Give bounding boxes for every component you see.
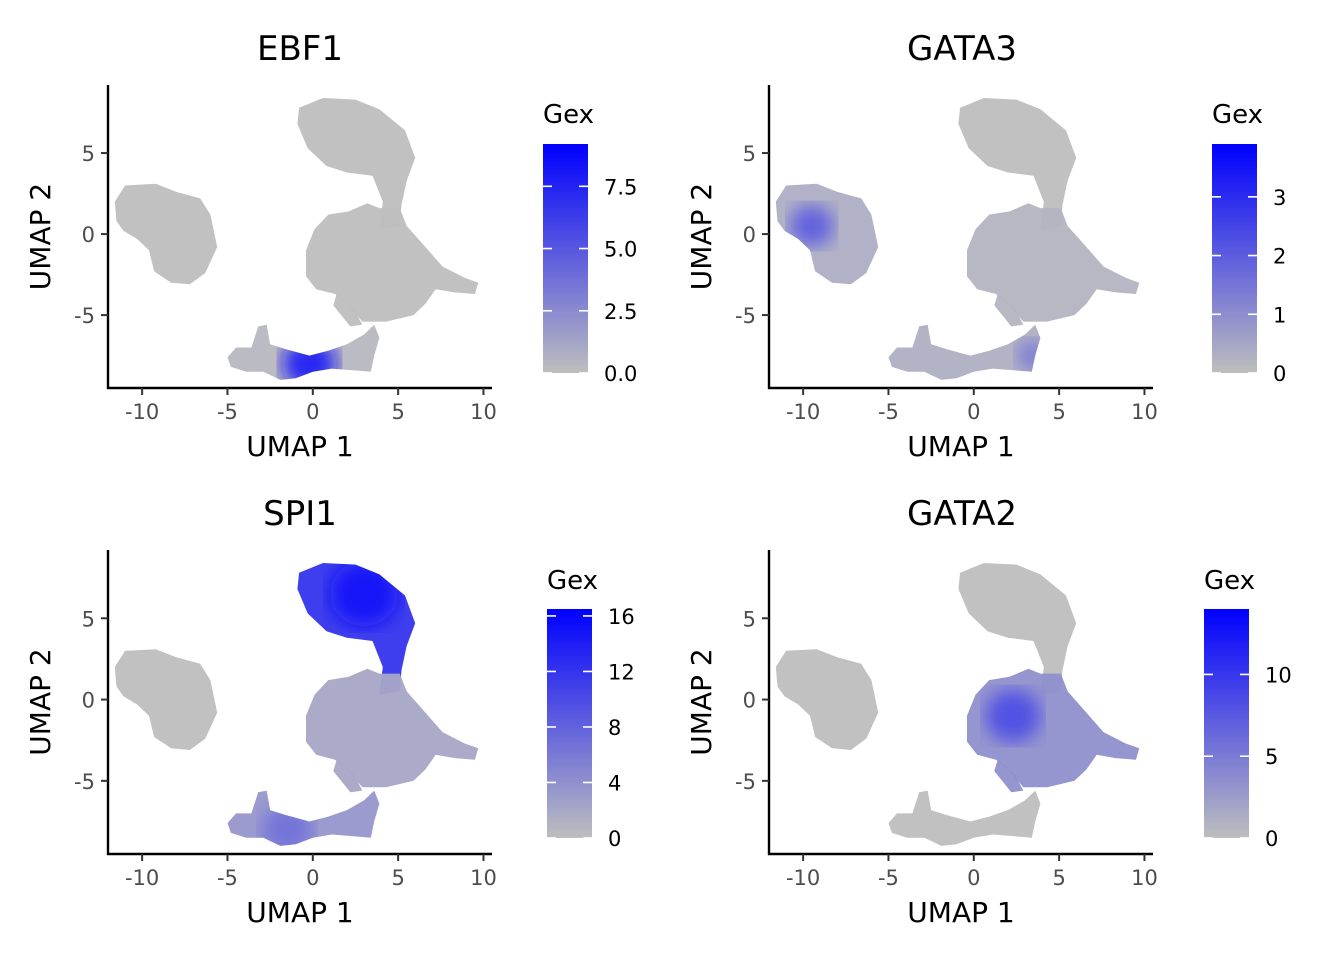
x-tick-label: -5 <box>217 400 238 424</box>
expression-hotspot-top <box>329 563 399 627</box>
x-tick-label: 0 <box>306 400 319 424</box>
color-legend: Gex 0 1 2 3 <box>1212 100 1286 386</box>
legend-tick-label: 3 <box>1273 186 1286 210</box>
y-tick-label: -5 <box>735 304 756 328</box>
x-tick-label: 10 <box>470 400 497 424</box>
feature-panel-gata3: -10 -5 0 5 10 -5 0 5 GATA3 UMAP 1 UMAP 2 Gex 0 1 2 3 <box>685 29 1286 463</box>
x-tick-label: 10 <box>1131 400 1158 424</box>
y-tick-label: 5 <box>82 142 95 166</box>
x-tick-label: -10 <box>786 866 820 890</box>
feature-panel-ebf1: -10 -5 0 5 10 -5 0 5 EBF1 UMAP 1 UMAP 2 Gex 0.0 2.5 5.… <box>24 29 637 463</box>
x-axis-title: UMAP 1 <box>246 896 353 929</box>
panel-title: EBF1 <box>257 29 343 69</box>
legend-tick-label: 16 <box>608 605 635 629</box>
cell-cluster-left <box>114 183 218 285</box>
legend-title: Gex <box>543 100 594 130</box>
x-tick-label: 10 <box>1131 866 1158 890</box>
x-tick-label: 5 <box>391 866 404 890</box>
x-tick-label: -10 <box>786 400 820 424</box>
feature-panel-gata2: -10 -5 0 5 10 -5 0 5 GATA2 UMAP 1 UMAP 2 Gex 0 5 10 <box>685 494 1292 929</box>
legend-tick-label: 1 <box>1273 303 1286 327</box>
legend-title: Gex <box>1204 566 1255 596</box>
cell-cluster-bottom <box>888 324 1041 380</box>
y-tick-label: 0 <box>743 223 756 247</box>
legend-tick-label: 2.5 <box>604 300 637 324</box>
cell-cluster-top <box>958 98 1077 230</box>
x-tick-label: -10 <box>125 866 159 890</box>
cell-cluster-bottom <box>888 790 1041 846</box>
x-tick-label: 0 <box>306 866 319 890</box>
y-tick-label: -5 <box>735 770 756 794</box>
x-tick-label: 5 <box>1052 400 1065 424</box>
y-tick-label: 0 <box>82 223 95 247</box>
legend-tick-label: 10 <box>1265 663 1292 687</box>
x-tick-label: 5 <box>391 400 404 424</box>
panel-title: GATA2 <box>907 494 1017 534</box>
color-legend: Gex 0 4 8 12 16 <box>547 566 635 851</box>
legend-color-bar <box>1212 144 1257 373</box>
legend-tick-label: 12 <box>608 660 635 684</box>
legend-tick-label: 5 <box>1265 745 1278 769</box>
x-axis-title: UMAP 1 <box>907 430 1014 463</box>
y-tick-label: 5 <box>82 607 95 631</box>
y-tick-label: 5 <box>743 142 756 166</box>
cell-cluster-top <box>958 563 1077 695</box>
x-tick-label: 10 <box>470 866 497 890</box>
cell-cluster-center-1 <box>333 759 363 793</box>
expression-hotspot-bottom <box>1016 339 1041 372</box>
expression-hotspot-left <box>789 204 834 248</box>
legend-color-bar <box>547 609 592 838</box>
legend-tick-label: 0.0 <box>604 362 637 386</box>
x-axis-title: UMAP 1 <box>246 430 353 463</box>
x-tick-label: -10 <box>125 400 159 424</box>
y-axis-title: UMAP 2 <box>685 183 718 290</box>
cell-cluster-top <box>297 98 416 230</box>
legend-title: Gex <box>547 566 598 596</box>
cell-cluster-left <box>775 649 879 750</box>
y-axis-title: UMAP 2 <box>24 183 57 290</box>
legend-tick-label: 4 <box>608 771 621 795</box>
cell-cluster-center <box>306 668 479 788</box>
y-tick-label: 0 <box>82 689 95 713</box>
x-tick-label: -5 <box>878 866 899 890</box>
cell-cluster-center-1 <box>333 294 363 327</box>
y-tick-label: -5 <box>74 304 95 328</box>
color-legend: Gex 0.0 2.5 5.0 7.5 <box>543 100 637 386</box>
color-legend: Gex 0 5 10 <box>1204 566 1292 851</box>
legend-title: Gex <box>1212 100 1263 130</box>
cell-cluster-center <box>306 203 479 322</box>
legend-tick-label: 7.5 <box>604 175 637 199</box>
cell-cluster-bottom <box>227 324 380 380</box>
legend-tick-label: 0 <box>608 827 621 851</box>
y-tick-label: -5 <box>74 770 95 794</box>
x-tick-label: 5 <box>1052 866 1065 890</box>
expression-hotspot-bottom <box>282 337 337 380</box>
x-axis-title: UMAP 1 <box>907 896 1014 929</box>
y-tick-label: 5 <box>743 607 756 631</box>
y-axis-title: UMAP 2 <box>24 648 57 755</box>
cell-cluster-center-1 <box>994 759 1024 793</box>
x-tick-label: -5 <box>878 400 899 424</box>
y-tick-label: 0 <box>743 689 756 713</box>
x-tick-label: 0 <box>967 400 980 424</box>
y-axis-title: UMAP 2 <box>685 648 718 755</box>
expression-hotspot-bottom <box>261 805 313 846</box>
legend-tick-label: 0 <box>1265 827 1278 851</box>
cell-cluster-center-1 <box>994 294 1024 327</box>
x-tick-label: 0 <box>967 866 980 890</box>
feature-panel-spi1: -10 -5 0 5 10 -5 0 5 SPI1 UMAP 1 UMAP 2 Gex 0 4 8 12 16 <box>24 494 635 929</box>
cell-cluster-left <box>114 649 218 750</box>
legend-tick-label: 2 <box>1273 245 1286 269</box>
panel-title: GATA3 <box>907 29 1017 69</box>
cell-cluster-center <box>967 203 1140 322</box>
legend-tick-label: 5.0 <box>604 238 637 262</box>
legend-tick-label: 8 <box>608 716 621 740</box>
legend-color-bar <box>543 144 588 373</box>
expression-hotspot-center <box>985 689 1041 742</box>
panel-title: SPI1 <box>263 494 337 534</box>
x-tick-label: -5 <box>217 866 238 890</box>
legend-tick-label: 0 <box>1273 362 1286 386</box>
legend-color-bar <box>1204 609 1249 838</box>
